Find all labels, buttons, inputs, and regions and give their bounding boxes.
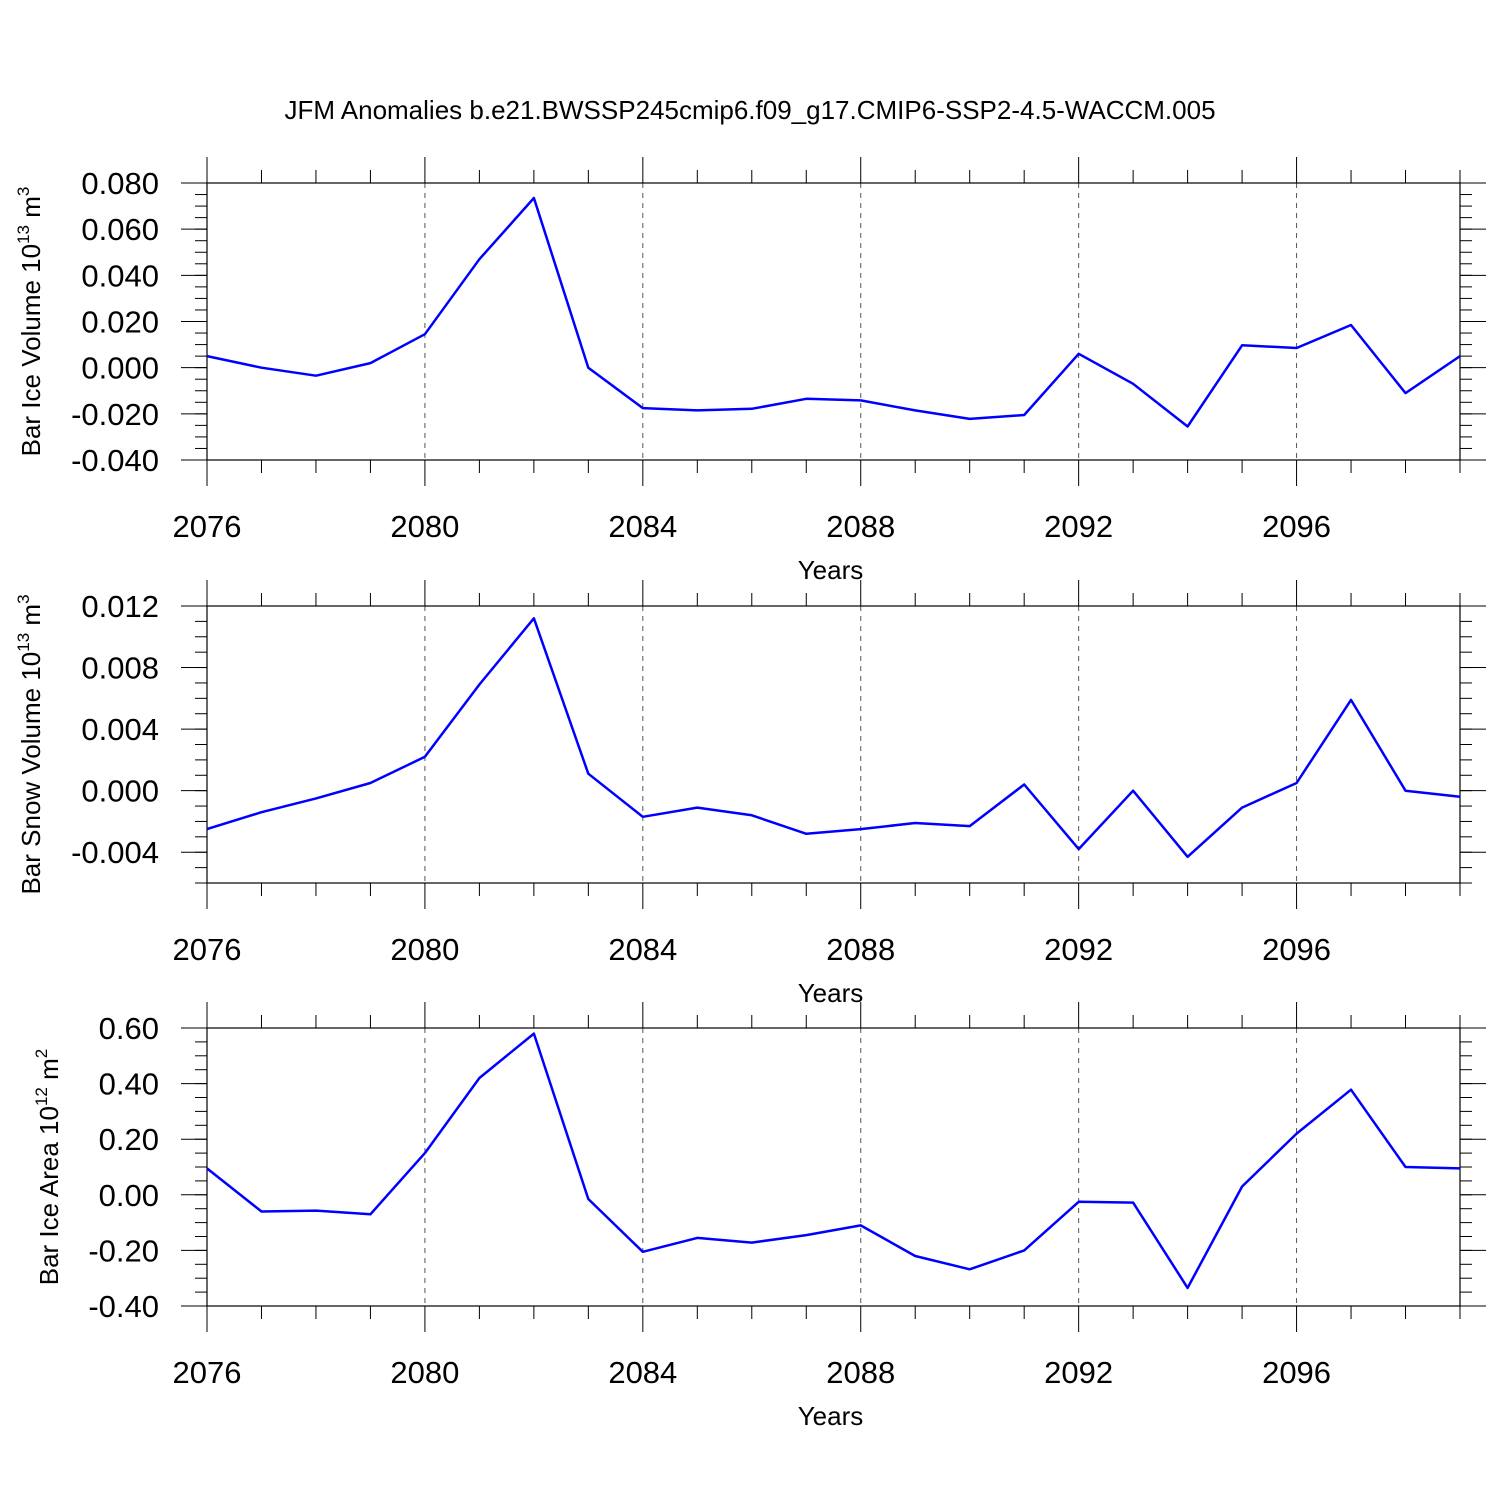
y-tick-label: 0.20 xyxy=(99,1122,159,1157)
y-axis-title: Bar Ice Area 1012 m2 xyxy=(32,1049,64,1286)
y-tick-label: 0.004 xyxy=(81,712,159,747)
panel-2: -0.004 0.000 0.004 0.008 0.012 2076 2080 2084 20… xyxy=(14,580,1486,1008)
x-tick-label: 2084 xyxy=(608,932,677,967)
x-axis-title: Years xyxy=(798,1401,864,1431)
plot-frame xyxy=(206,182,1461,461)
series-line xyxy=(206,1032,1461,1290)
x-tick-label: 2096 xyxy=(1262,932,1331,967)
x-tick-label: 2088 xyxy=(826,509,895,544)
x-tick-label: 2092 xyxy=(1044,932,1113,967)
y-tick-label: 0.060 xyxy=(81,212,159,247)
x-tick-label: 2092 xyxy=(1044,509,1113,544)
y-tick-label: -0.20 xyxy=(88,1233,159,1268)
y-tick-label: 0.000 xyxy=(81,774,159,809)
x-tick-label: 2076 xyxy=(173,509,242,544)
y-tick-label: 0.008 xyxy=(81,651,159,686)
y-tick-label: 0.020 xyxy=(81,305,159,340)
y-tick-label: 0.012 xyxy=(81,589,159,624)
y-tick-label: 0.040 xyxy=(81,258,159,293)
x-tick-label: 2088 xyxy=(826,932,895,967)
series-line xyxy=(206,196,1461,428)
x-tick-label: 2088 xyxy=(826,1355,895,1390)
plot-frame xyxy=(206,605,1461,884)
x-tick-label: 2084 xyxy=(608,509,677,544)
y-axis-title: Bar Ice Volume 1013 m3 xyxy=(14,187,46,457)
y-tick-label: 0.000 xyxy=(81,351,159,386)
panel-3: -0.40 -0.20 0.00 0.20 0.40 0.60 2076 2080 2084 20… xyxy=(32,1002,1486,1431)
x-tick-label: 2076 xyxy=(173,932,242,967)
y-tick-label: 0.40 xyxy=(99,1067,159,1102)
x-axis-title: Years xyxy=(798,978,864,1008)
x-tick-label: 2080 xyxy=(390,509,459,544)
series-line xyxy=(206,617,1461,859)
y-axis-title: Bar Snow Volume 1013 m3 xyxy=(14,594,46,894)
x-axis-title: Years xyxy=(798,555,864,585)
x-tick-label: 2096 xyxy=(1262,509,1331,544)
y-tick-label: 0.080 xyxy=(81,166,159,201)
y-tick-label: 0.00 xyxy=(99,1178,159,1213)
y-tick-label: 0.60 xyxy=(99,1011,159,1046)
panel-1: -0.040 -0.020 0.000 0.020 0.040 0.060 0.080 207… xyxy=(14,157,1486,585)
y-tick-label: -0.020 xyxy=(71,397,159,432)
x-tick-label: 2076 xyxy=(173,1355,242,1390)
x-tick-label: 2084 xyxy=(608,1355,677,1390)
x-tick-label: 2080 xyxy=(390,1355,459,1390)
plot-frame xyxy=(206,1027,1461,1307)
chart-title: JFM Anomalies b.e21.BWSSP245cmip6.f09_g1… xyxy=(284,95,1215,125)
x-tick-label: 2080 xyxy=(390,932,459,967)
y-tick-label: -0.004 xyxy=(71,835,159,870)
x-tick-label: 2096 xyxy=(1262,1355,1331,1390)
y-tick-label: -0.40 xyxy=(88,1289,159,1324)
y-tick-label: -0.040 xyxy=(71,443,159,478)
x-tick-label: 2092 xyxy=(1044,1355,1113,1390)
